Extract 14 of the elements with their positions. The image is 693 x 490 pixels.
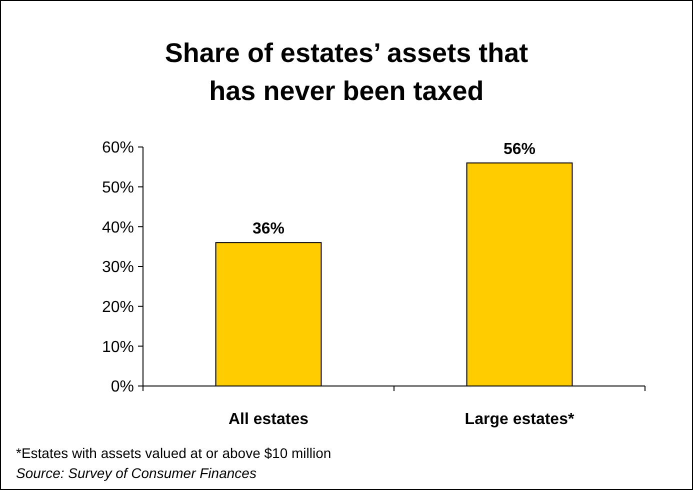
- data-label: 36%: [252, 220, 285, 238]
- x-tick-label: Large estates*: [464, 411, 575, 428]
- y-tick-label: 60%: [102, 140, 134, 157]
- source-note: Source: Survey of Consumer Finances: [16, 465, 256, 481]
- y-tick-label: 20%: [102, 298, 134, 316]
- y-tick-label: 10%: [102, 338, 134, 356]
- data-label: 56%: [503, 140, 536, 158]
- chart-title: Share of estates’ assets that has never been taxed: [164, 38, 528, 106]
- text: *Estates with assets valued at or above $10 million: [16, 445, 332, 461]
- y-tick-label: 40%: [102, 219, 134, 236]
- x-tick-label: All estates: [228, 411, 309, 428]
- y-tick-label: 50%: [102, 179, 134, 196]
- y-tick-label: 30%: [102, 259, 134, 276]
- y-tick-label: 0%: [110, 378, 134, 396]
